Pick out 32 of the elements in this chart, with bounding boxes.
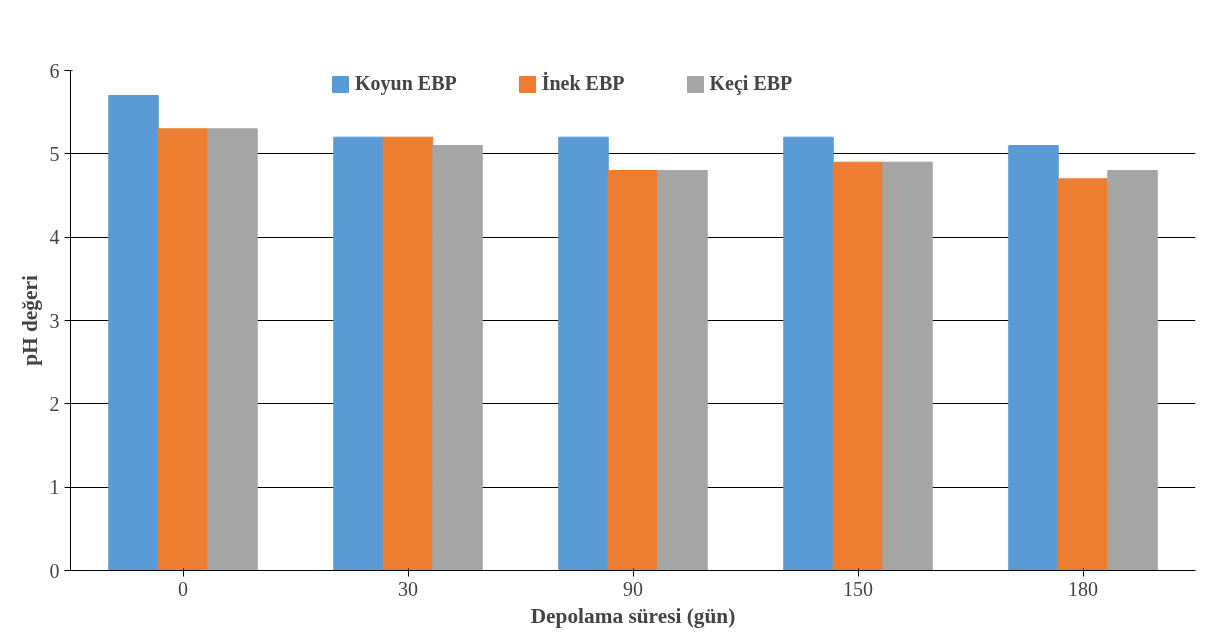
legend-label: Keçi EBP <box>709 72 793 95</box>
bar <box>558 136 609 571</box>
y-tick-label: 5 <box>49 142 60 165</box>
bar <box>432 145 483 571</box>
bar <box>207 128 258 571</box>
bar <box>882 161 933 571</box>
bar <box>657 170 708 571</box>
legend-label: Koyun EBP <box>355 72 457 95</box>
y-tick-label: 2 <box>49 392 60 415</box>
x-tick-label: 90 <box>623 577 643 600</box>
x-tick-label: 150 <box>843 577 873 600</box>
bar <box>382 136 434 571</box>
x-tick-label: 0 <box>178 577 188 600</box>
bar <box>1107 170 1158 571</box>
y-tick-label: 0 <box>49 559 60 582</box>
bar <box>1057 178 1109 571</box>
y-tick-label: 4 <box>49 226 60 249</box>
bar <box>607 170 659 571</box>
bar <box>108 95 159 571</box>
bar <box>157 128 209 571</box>
y-tick-label: 1 <box>49 476 60 499</box>
bar <box>1008 145 1059 571</box>
y-tick-label: 6 <box>49 59 60 82</box>
bar <box>783 136 834 571</box>
bar <box>333 136 384 571</box>
y-tick-label: 3 <box>49 309 60 332</box>
legend-label: İnek EBP <box>541 72 625 95</box>
x-tick-label: 30 <box>398 577 418 600</box>
y-axis-title: pH değeri <box>17 275 42 366</box>
bar <box>832 161 884 571</box>
x-tick-label: 180 <box>1068 577 1098 600</box>
x-axis-title: Depolama süresi (gün) <box>530 603 736 628</box>
